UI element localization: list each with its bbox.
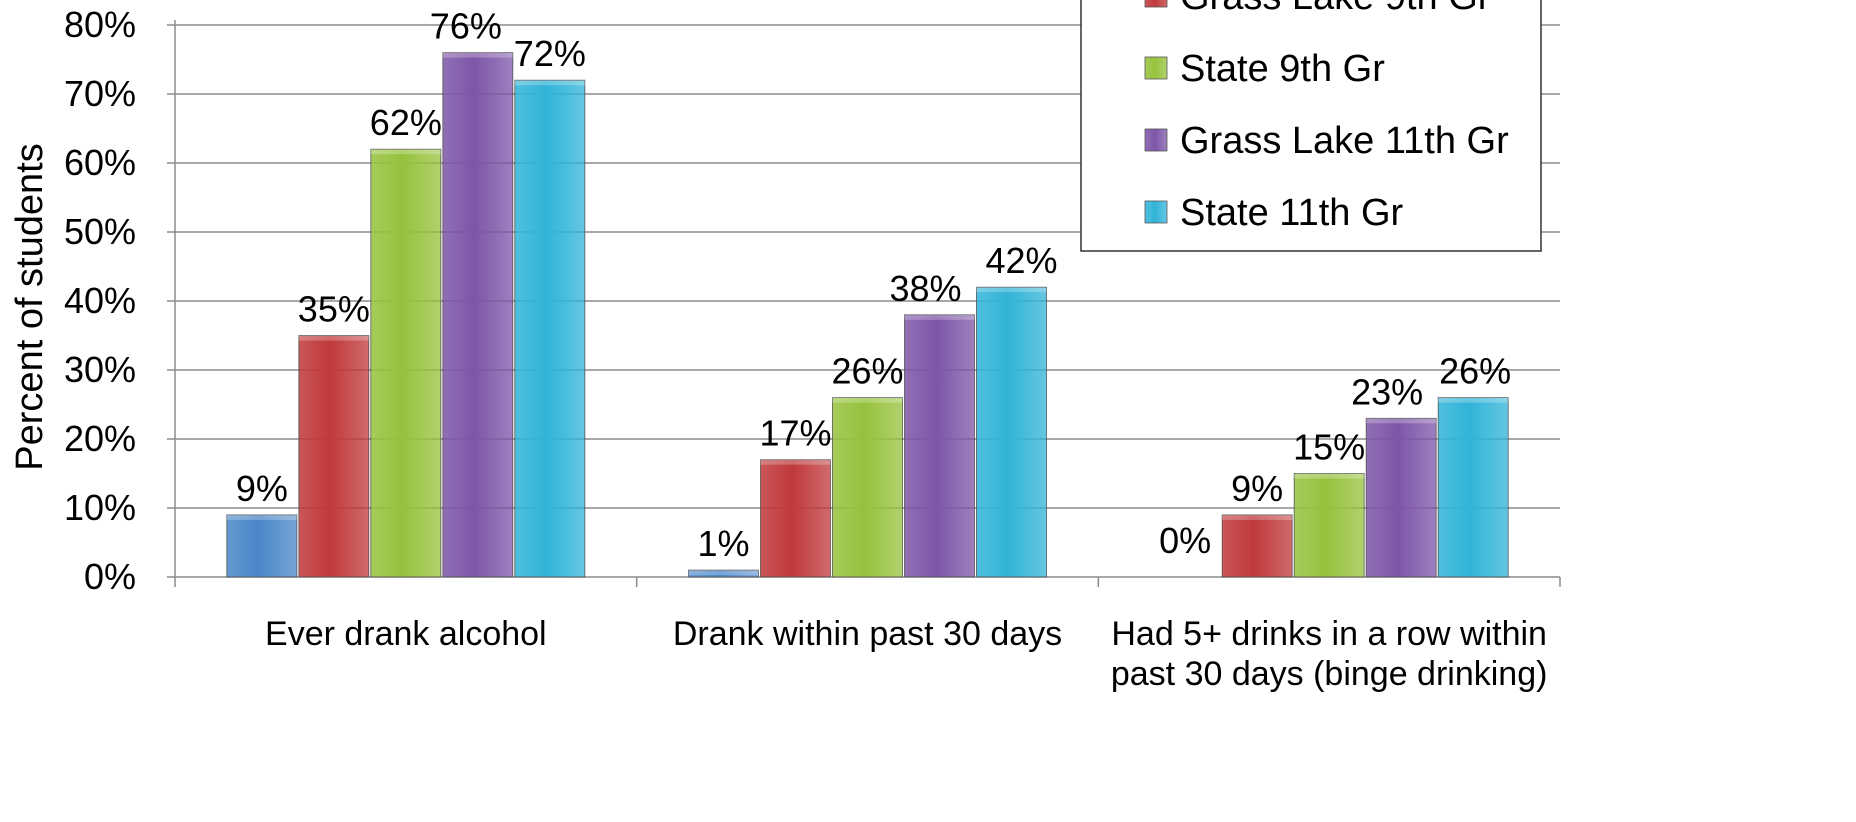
y-tick-label: 20% — [64, 418, 136, 459]
x-category-label: Ever drank alcohol — [265, 615, 547, 653]
y-tick-label: 50% — [64, 211, 136, 252]
bar — [370, 148, 442, 578]
bar — [226, 514, 298, 578]
bar — [904, 314, 975, 578]
bar — [1437, 397, 1509, 578]
legend-label: Grass Lake 9th Gr — [1180, 0, 1491, 18]
y-tick-label: 80% — [64, 4, 136, 45]
data-labels: 9% 1% 0% 35% 17% 9% 62% 26% 15% 76% 38% 23% 72% 42% 26… — [236, 6, 1511, 564]
y-tick-label: 70% — [64, 73, 136, 114]
x-axis: Ever drank alcohol Drank within past 30 d… — [174, 576, 1561, 693]
bar — [976, 286, 1047, 578]
x-category-label: past 30 days (binge drinking) — [1111, 655, 1548, 693]
data-label: 1% — [697, 523, 749, 564]
bar-highlight — [1294, 473, 1365, 479]
bar — [760, 459, 831, 578]
y-tick-label: 0% — [84, 556, 136, 597]
bar-highlight — [298, 335, 369, 341]
bar-highlight — [760, 459, 831, 465]
y-tick-label: 60% — [64, 142, 136, 183]
bar-highlight — [226, 514, 297, 520]
data-label: 62% — [370, 102, 442, 143]
bar-highlight — [904, 314, 975, 320]
x-category-label: Had 5+ drinks in a row within — [1111, 615, 1547, 653]
data-label: 72% — [514, 33, 586, 74]
bar — [442, 52, 514, 578]
data-label: 9% — [1231, 468, 1283, 509]
bar-highlight — [1222, 514, 1293, 520]
data-label: 38% — [889, 268, 961, 309]
legend-swatch — [1144, 128, 1168, 152]
y-tick-label: 40% — [64, 280, 136, 321]
legend-swatch — [1144, 0, 1168, 8]
bar-highlight — [442, 52, 513, 58]
data-label: 15% — [1293, 427, 1365, 468]
legend-label: State 11th Gr — [1180, 192, 1404, 234]
bar — [298, 335, 370, 578]
bar-highlight — [688, 570, 759, 576]
data-label: 17% — [759, 413, 831, 454]
bar-highlight — [976, 287, 1047, 293]
bar — [832, 397, 903, 578]
x-category-label: Drank within past 30 days — [673, 615, 1062, 653]
bar — [1293, 473, 1365, 578]
y-axis-title: Percent of students — [9, 143, 51, 470]
data-label: 76% — [430, 6, 502, 47]
bar-highlight — [514, 80, 585, 86]
data-label: 35% — [298, 289, 370, 330]
y-tick-label: 30% — [64, 349, 136, 390]
data-label: 23% — [1351, 371, 1423, 412]
legend: Grass Lake 9th Gr State 9th Gr Grass Lake … — [1080, 0, 1542, 252]
legend-label: Grass Lake 11th Gr — [1180, 120, 1509, 162]
data-label: 42% — [985, 240, 1057, 281]
data-label: 26% — [831, 351, 903, 392]
data-label: 9% — [236, 468, 288, 509]
legend-swatch — [1144, 56, 1168, 80]
data-label: 26% — [1439, 351, 1511, 392]
y-axis: 0% 10% 20% 30% 40% 50% 60% 70% 80% — [64, 4, 176, 597]
bar — [688, 569, 759, 578]
bars — [226, 52, 1509, 578]
bar-highlight — [832, 397, 903, 403]
bar — [1365, 417, 1437, 578]
bar — [1221, 514, 1293, 578]
legend-swatch — [1144, 200, 1168, 224]
bar-highlight — [1366, 418, 1437, 424]
bar — [514, 79, 586, 578]
bar-highlight — [1438, 397, 1509, 403]
data-label: 0% — [1159, 520, 1211, 561]
bar-highlight — [370, 149, 441, 155]
y-tick-label: 10% — [64, 487, 136, 528]
legend-label: State 9th Gr — [1180, 48, 1385, 90]
